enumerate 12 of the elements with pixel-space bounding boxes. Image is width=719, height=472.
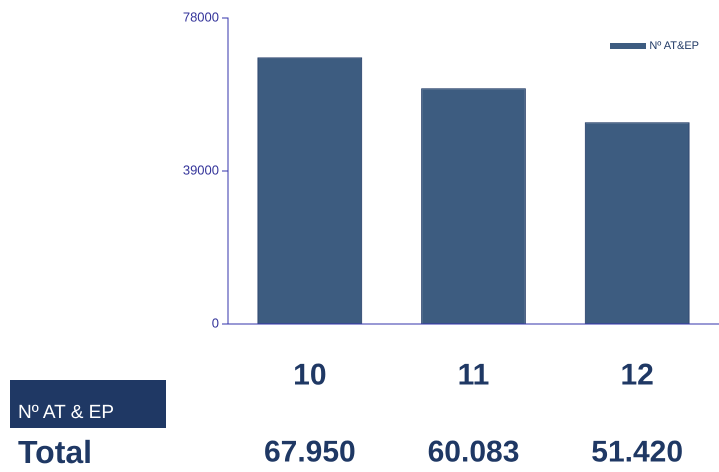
header-box: Nº AT & EP — [10, 380, 166, 428]
x-tick-label: 12 — [620, 358, 654, 392]
y-tick-label: 78000 — [182, 10, 219, 25]
x-tick-label: 10 — [293, 358, 327, 392]
legend-label: Nº AT&EP — [649, 40, 699, 52]
x-tick-label: 11 — [458, 358, 490, 392]
y-tick-label: 39000 — [182, 162, 219, 178]
data-label: 51.420 — [591, 435, 684, 468]
data-label: 60.083 — [428, 435, 520, 468]
data-label: 67.950 — [264, 435, 356, 468]
text: Total — [18, 434, 92, 471]
y-tick-label: 0 — [212, 316, 219, 331]
